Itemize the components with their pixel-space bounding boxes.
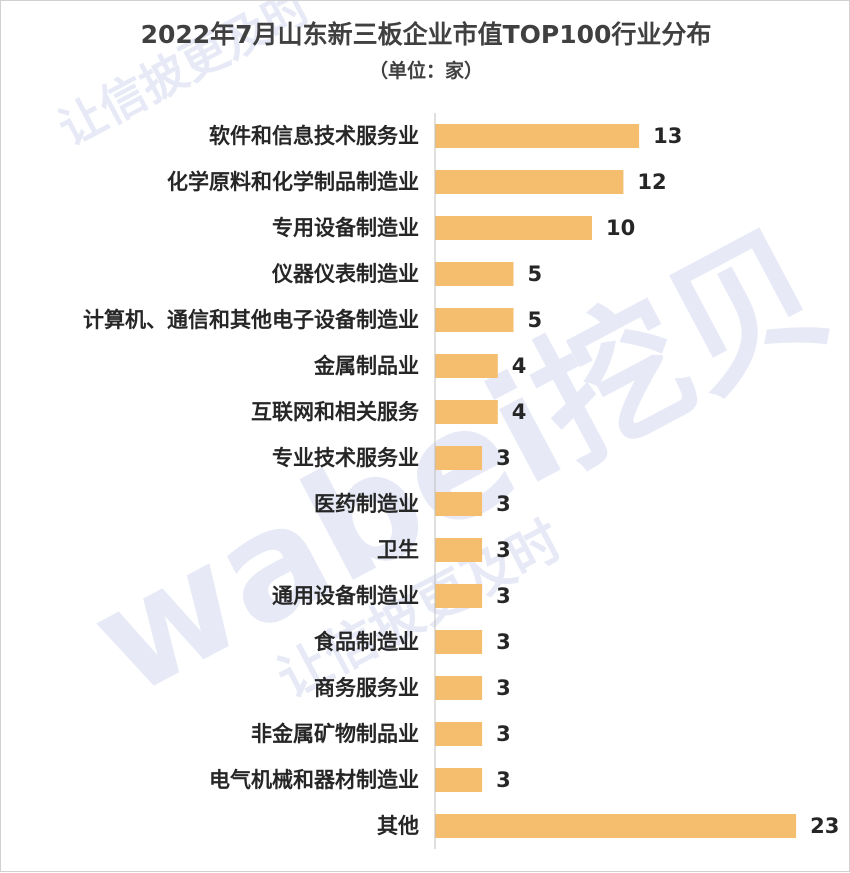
category-label: 电气机械和器材制造业 [209,768,419,792]
bar [435,308,514,332]
bar [435,814,797,838]
bar [435,262,514,286]
data-label: 23 [810,814,839,838]
category-label: 非金属矿物制品业 [251,722,419,746]
category-label: 专业技术服务业 [272,446,419,470]
data-label: 3 [496,676,511,700]
data-label: 5 [528,308,543,332]
category-label: 化学原料和化学制品制造业 [167,170,419,194]
bar [435,676,483,700]
bar [435,124,640,148]
data-label: 4 [512,354,527,378]
bar [435,492,483,516]
category-label: 其他 [377,814,419,838]
data-label: 13 [653,124,682,148]
category-label: 仪器仪表制造业 [271,262,419,286]
bar [435,446,483,470]
category-label: 专用设备制造业 [272,216,419,240]
category-label: 医药制造业 [314,492,419,516]
data-label: 3 [496,538,511,562]
bar [435,354,498,378]
chart-subtitle: （单位：家） [369,59,483,82]
data-label: 3 [496,768,511,792]
category-label: 商务服务业 [314,676,419,700]
bar [435,630,483,654]
bar [435,768,483,792]
category-label: 食品制造业 [314,630,419,654]
category-label: 金属制品业 [313,354,419,378]
bar [435,216,592,240]
data-label: 3 [496,584,511,608]
category-label: 卫生 [377,538,419,562]
data-label: 3 [496,446,511,470]
bar [435,170,624,194]
category-label: 互联网和相关服务 [251,400,420,424]
bar [435,538,483,562]
chart-title: 2022年7月山东新三板企业市值TOP100行业分布 [141,20,712,49]
plot-area: 软件和信息技术服务业 13 化学原料和化学制品制造业 12 专用设备制造业 10 仪器仪表制… [83,113,839,849]
data-label: 10 [606,216,635,240]
data-label: 3 [496,492,511,516]
data-label: 12 [637,170,666,194]
bar [435,400,498,424]
data-label: 3 [496,722,511,746]
bar [435,722,483,746]
bar [435,584,483,608]
category-label: 软件和信息技术服务业 [209,124,419,148]
data-label: 5 [528,262,543,286]
data-label: 3 [496,630,511,654]
data-label: 4 [512,400,527,424]
category-label: 通用设备制造业 [272,584,419,608]
category-label: 计算机、通信和其他电子设备制造业 [83,308,419,332]
